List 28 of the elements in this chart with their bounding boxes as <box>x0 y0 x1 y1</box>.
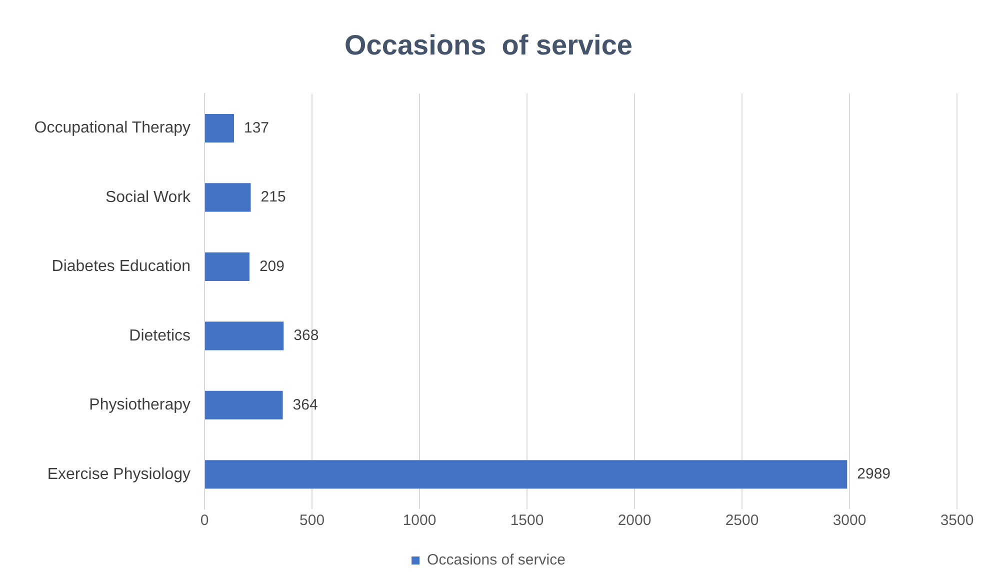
bar <box>205 390 283 420</box>
data-label: 137 <box>244 119 270 136</box>
x-tick-label: 1500 <box>510 512 544 530</box>
y-tick-label: Dietetics <box>129 327 191 344</box>
bar <box>205 460 848 489</box>
data-label: 209 <box>259 258 284 275</box>
x-tick-label: 3500 <box>940 512 974 530</box>
data-label: 215 <box>260 188 286 206</box>
chart-title: Occasions of service <box>344 30 632 61</box>
y-tick-label: Occupational Therapy <box>34 120 191 137</box>
x-tick-label: 2500 <box>725 512 759 530</box>
x-tick-label: 500 <box>300 512 325 530</box>
x-tick-label: 2000 <box>618 512 652 530</box>
x-tick-label: 1000 <box>402 512 436 530</box>
y-tick-label: Diabetes Education <box>52 258 191 276</box>
bar <box>205 322 284 350</box>
data-label: 364 <box>292 396 318 414</box>
legend-label: Occasions of service <box>427 552 566 569</box>
bar <box>205 183 251 212</box>
x-tick-label: 3000 <box>832 512 866 530</box>
y-tick-label: Physiotherapy <box>89 396 191 414</box>
y-tick-label: Social Work <box>105 188 192 206</box>
x-tick-label: 0 <box>200 512 209 530</box>
y-tick-label: Exercise Physiology <box>47 466 191 483</box>
bar <box>205 114 234 142</box>
data-label: 368 <box>294 327 319 344</box>
data-label: 2989 <box>857 466 891 483</box>
bar <box>205 252 250 281</box>
